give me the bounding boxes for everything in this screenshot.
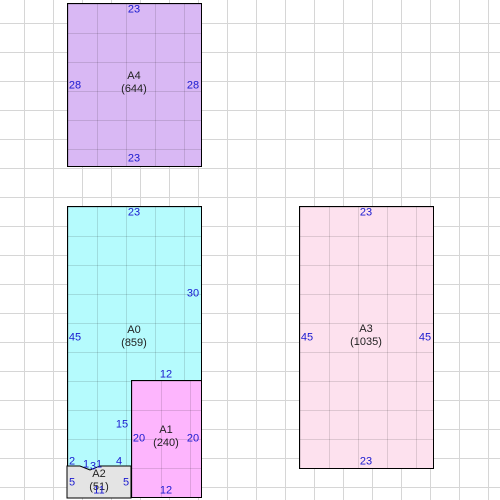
room-a3-label: A3 (1035) [350,323,382,349]
room-a0-step-dim-e: 4 [115,455,123,468]
room-a3-name: A3 [359,323,373,335]
room-a4-bottom-dim: 23 [127,152,141,165]
room-a2-left-dim: 5 [68,476,76,489]
room-a0-area: (859) [121,337,147,349]
room-a1-name: A1 [159,424,173,436]
room-a1[interactable] [131,380,202,498]
room-a2-bottom-dim: 11 [93,484,105,497]
room-a2-right-dim: 5 [122,476,130,489]
room-a4-area: (644) [121,83,147,95]
room-a1-left-dim: 20 [132,432,146,445]
room-a0-step-dim-b: 1 [82,458,90,471]
room-a4[interactable] [67,3,202,167]
room-a2-area: (51) [89,481,109,493]
room-a1-bottom-dim: 12 [159,484,173,497]
room-a3-bottom-dim: 23 [359,455,373,468]
room-a0-step-dim-c: 3 [89,460,97,473]
room-a0-inner-top-dim: 12 [159,368,173,381]
room-a1-area: (240) [153,437,179,449]
room-a4-top-dim: 23 [127,3,141,16]
room-a1-right-dim: 20 [186,432,200,445]
room-a3[interactable] [299,206,434,469]
room-a4-left-dim: 28 [68,79,82,92]
room-a4-name: A4 [127,70,141,82]
room-a3-left-dim: 45 [300,331,314,344]
room-a0-inner-left-dim: 15 [115,418,129,431]
room-a4-right-dim: 28 [186,79,200,92]
room-a3-right-dim: 45 [418,331,432,344]
room-a2-label: A2 (51) [89,468,109,494]
room-a0-step-dim-d: 1 [95,458,103,471]
room-a3-top-dim: 23 [359,206,373,219]
room-a0-left-dim: 45 [68,331,82,344]
room-a0-label: A0 (859) [121,324,147,350]
room-a0-name: A0 [127,324,141,336]
room-a4-label: A4 (644) [121,70,147,96]
room-a2-name: A2 [92,468,106,480]
room-a0-step-dim-a: 2 [68,455,76,468]
room-a3-area: (1035) [350,336,382,348]
room-a0-top-dim: 23 [127,206,141,219]
room-a0-right-dim: 30 [186,287,200,300]
room-a1-label: A1 (240) [153,424,179,450]
